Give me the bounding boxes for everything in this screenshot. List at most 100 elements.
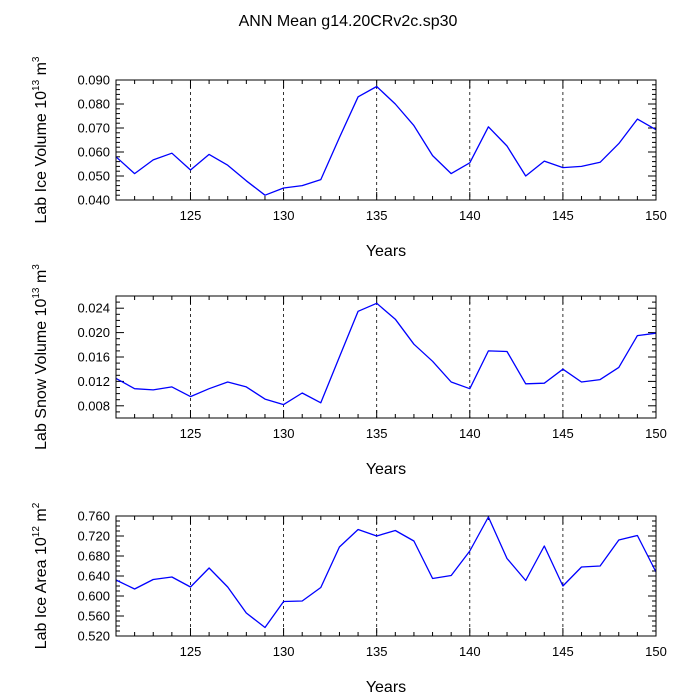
data-point	[450, 173, 452, 175]
data-point	[543, 545, 545, 547]
y-axis-label-unit: m	[33, 270, 50, 288]
data-point	[338, 546, 340, 548]
plot-frame	[115, 295, 657, 419]
data-point	[376, 535, 378, 537]
x-tick-label: 145	[552, 426, 574, 441]
data-point	[171, 386, 173, 388]
data-point	[469, 162, 471, 164]
data-point	[171, 152, 173, 154]
panel-lab-snow-volume: 0.008 0.012 0.016 0.020 0.024 125 130 135 140 145…	[31, 264, 667, 478]
panel-lab-ice-volume: 0.040 0.050 0.060 0.070 0.080 0.090 125 130 135 1…	[31, 56, 667, 260]
data-point	[636, 535, 638, 537]
series-line	[115, 516, 657, 629]
data-point	[357, 96, 359, 98]
data-point	[264, 398, 266, 400]
data-point	[208, 388, 210, 390]
data-point	[227, 164, 229, 166]
y-tick-label: 0.720	[77, 529, 110, 544]
x-tick-label: 140	[459, 208, 481, 223]
data-point	[543, 160, 545, 162]
y-tick-label: 0.070	[77, 121, 110, 136]
data-point	[301, 392, 303, 394]
data-point	[338, 356, 340, 358]
y-axis-label-unit-exponent: 3	[31, 56, 42, 62]
y-axis-label-unit: m	[33, 508, 50, 526]
data-point	[152, 159, 154, 161]
data-point	[543, 382, 545, 384]
x-tick-label: 145	[552, 644, 574, 659]
x-tick-label: 130	[273, 426, 295, 441]
data-point	[376, 302, 378, 304]
x-tick-label: 140	[459, 426, 481, 441]
data-point	[562, 585, 564, 587]
chart-title: ANN Mean g14.20CRv2c.sp30	[239, 13, 458, 30]
data-point	[581, 566, 583, 568]
data-point	[320, 587, 322, 589]
data-point	[208, 153, 210, 155]
data-point	[432, 578, 434, 580]
data-point	[525, 580, 527, 582]
x-tick-label: 135	[366, 426, 388, 441]
y-tick-label: 0.012	[77, 374, 110, 389]
x-tick-label: 125	[180, 208, 202, 223]
data-point	[618, 143, 620, 145]
data-point	[320, 402, 322, 404]
data-point	[320, 179, 322, 181]
data-point	[581, 165, 583, 167]
data-point	[227, 586, 229, 588]
x-tick-label: 135	[366, 644, 388, 659]
data-point	[264, 194, 266, 196]
x-tick-label: 150	[645, 208, 667, 223]
data-point	[525, 175, 527, 177]
data-point	[394, 103, 396, 105]
series-line	[115, 302, 657, 406]
data-point	[301, 185, 303, 187]
data-point	[394, 318, 396, 320]
plot-frame	[115, 79, 657, 201]
data-point	[189, 169, 191, 171]
x-tick-label: 130	[273, 644, 295, 659]
data-point	[245, 180, 247, 182]
data-point	[338, 137, 340, 139]
data-point	[432, 360, 434, 362]
y-tick-label: 0.760	[77, 509, 110, 524]
y-axis-label: Lab Ice Area 1012 m2	[31, 502, 50, 649]
x-tick-label: 150	[645, 426, 667, 441]
y-axis-label-exponent: 13	[31, 287, 42, 299]
y-tick-label: 0.060	[77, 145, 110, 160]
y-axis-label-text: Lab Ice Area 10	[33, 537, 50, 649]
data-point	[636, 118, 638, 120]
y-tick-label: 0.560	[77, 609, 110, 624]
data-point	[227, 381, 229, 383]
x-axis-label: Years	[366, 679, 406, 696]
data-point	[581, 381, 583, 383]
y-tick-label: 0.040	[77, 193, 110, 208]
data-point	[618, 539, 620, 541]
data-point	[487, 126, 489, 128]
data-point	[469, 550, 471, 552]
data-point	[189, 396, 191, 398]
y-tick-label: 0.050	[77, 169, 110, 184]
data-point	[152, 579, 154, 581]
data-point	[413, 125, 415, 127]
x-tick-label: 135	[366, 208, 388, 223]
data-point	[283, 187, 285, 189]
data-point	[413, 540, 415, 542]
data-point	[599, 379, 601, 381]
data-point	[599, 565, 601, 567]
data-point	[152, 389, 154, 391]
y-tick-label: 0.008	[77, 398, 110, 413]
y-tick-label: 0.090	[77, 73, 110, 88]
y-axis-label-unit-exponent: 2	[31, 502, 42, 508]
data-point	[506, 145, 508, 147]
data-point	[283, 601, 285, 603]
data-point	[450, 381, 452, 383]
x-tick-label: 150	[645, 644, 667, 659]
data-point	[134, 173, 136, 175]
data-point	[134, 388, 136, 390]
y-axis-label: Lab Ice Volume 1013 m3	[31, 56, 50, 223]
data-point	[264, 627, 266, 629]
data-point	[171, 576, 173, 578]
x-tick-label: 130	[273, 208, 295, 223]
